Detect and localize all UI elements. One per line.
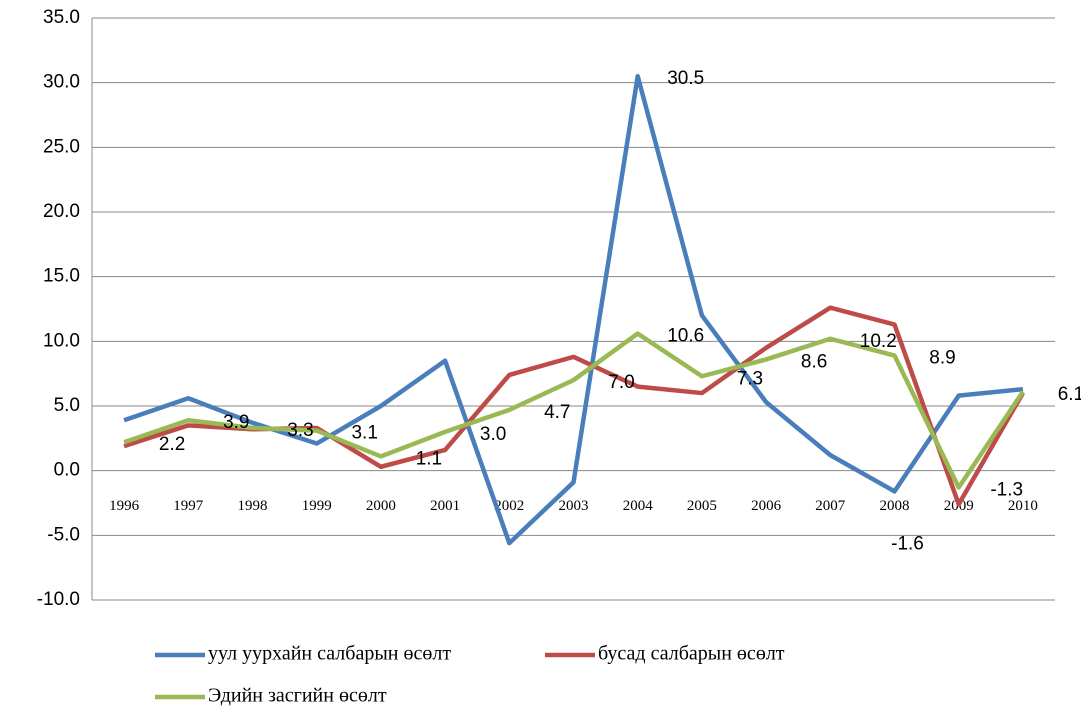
legend-label: бусад салбарын өсөлт (598, 643, 785, 665)
y-tick-label: 35.0 (43, 7, 80, 28)
x-tick-label: 2007 (815, 498, 846, 514)
series-line (123, 73, 1024, 546)
y-tick-label: 20.0 (43, 201, 80, 222)
x-tick-label: 2003 (559, 498, 589, 514)
x-tick-label: 2008 (880, 498, 910, 514)
data-label: 6.1 (1058, 384, 1081, 405)
data-label: 7.0 (608, 372, 634, 393)
x-tick-label: 2010 (1008, 498, 1038, 514)
x-tick-label: 1999 (302, 498, 332, 514)
x-tick-label: 2005 (687, 498, 717, 514)
y-tick-label: -5.0 (47, 524, 80, 545)
x-tick-label: 2001 (430, 498, 460, 514)
data-label: 4.7 (544, 402, 570, 423)
y-tick-label: 25.0 (43, 136, 80, 157)
y-tick-label: 10.0 (43, 330, 80, 351)
data-label: 10.2 (860, 331, 897, 352)
legend-label: уул уурхайн салбарын өсөлт (208, 643, 451, 665)
x-tick-label: 2000 (366, 498, 396, 514)
data-label: -1.6 (891, 533, 924, 554)
x-tick-label: 2004 (623, 498, 654, 514)
data-label: 8.9 (929, 348, 955, 369)
x-tick-label: 1996 (109, 498, 140, 514)
x-tick-label: 1997 (173, 498, 204, 514)
data-label: 7.3 (737, 368, 763, 389)
data-label: -1.3 (990, 479, 1023, 500)
data-label: 1.1 (416, 448, 442, 469)
y-tick-label: 5.0 (54, 395, 80, 416)
y-tick-label: -10.0 (37, 589, 80, 610)
data-label: 30.5 (667, 68, 704, 89)
data-label: 3.9 (223, 412, 249, 433)
data-label: 3.1 (351, 423, 377, 444)
series-line (123, 331, 1025, 490)
data-label: 10.6 (667, 326, 704, 347)
data-label: 3.0 (480, 424, 506, 445)
legend-label: Эдийн засгийн өсөлт (208, 685, 387, 707)
data-label: 8.6 (801, 351, 827, 372)
y-tick-label: 0.0 (54, 460, 80, 481)
y-tick-label: 30.0 (43, 72, 80, 93)
x-tick-label: 2006 (751, 498, 782, 514)
x-tick-label: 1998 (238, 498, 268, 514)
data-label: 3.3 (287, 420, 313, 441)
data-label: 2.2 (159, 434, 185, 455)
x-tick-label: 2002 (494, 498, 524, 514)
y-tick-label: 15.0 (43, 266, 80, 287)
